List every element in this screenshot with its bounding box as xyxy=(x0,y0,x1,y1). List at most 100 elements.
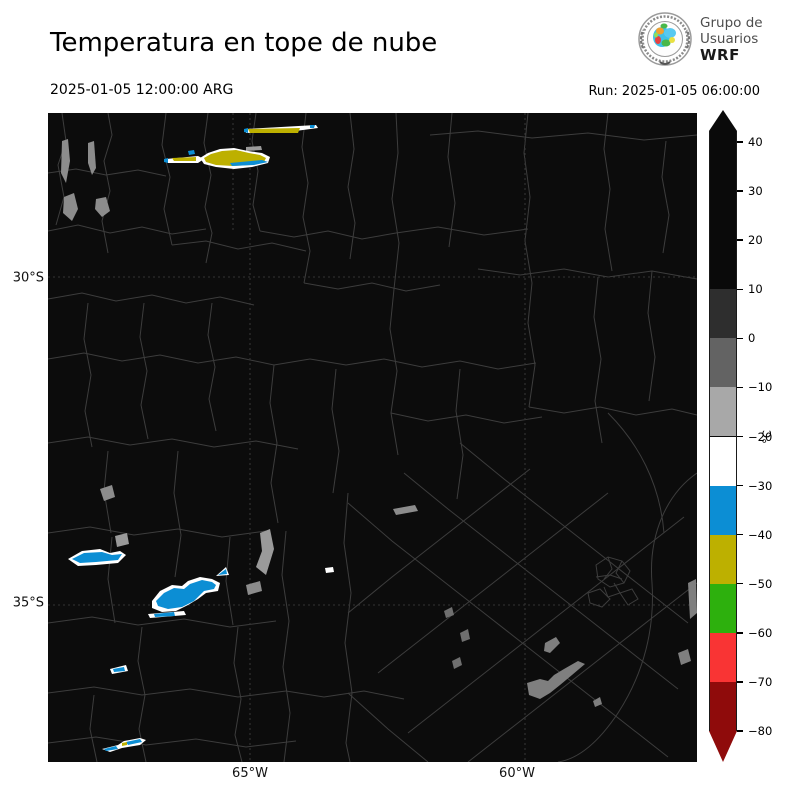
colorbar-tick-label: −80 xyxy=(748,724,773,738)
boundary-line xyxy=(343,492,353,762)
boundary-line xyxy=(347,468,531,614)
boundary-line xyxy=(107,536,116,624)
boundary-line xyxy=(48,224,207,235)
colorbar-tick-label: 40 xyxy=(748,135,763,149)
boundary-line xyxy=(527,282,536,408)
colorbar-tick-label: 20 xyxy=(748,233,763,248)
boundary-line xyxy=(347,113,356,260)
longitude-tick-label: 60°W xyxy=(499,766,535,781)
boundary-line xyxy=(48,292,255,306)
cloud-patch xyxy=(218,569,227,575)
cloud-patch xyxy=(678,649,691,665)
colorbar-tick-label: −60 xyxy=(748,625,773,640)
colorbar-tick-label: −10 xyxy=(748,380,773,395)
cloud-patch xyxy=(104,746,118,751)
cloud-patch xyxy=(246,581,262,595)
colorbar-tickmark xyxy=(737,730,743,732)
colorbar-segment--30-to--40 xyxy=(710,485,736,535)
cloud-patch xyxy=(88,141,96,175)
boundary-line xyxy=(48,436,299,450)
boundary-line xyxy=(557,472,697,762)
cloud-patch xyxy=(115,533,129,547)
boundary-line xyxy=(309,358,537,370)
boundary-line xyxy=(331,368,340,494)
admin-boundaries xyxy=(48,113,697,762)
lat-lon-gridlines xyxy=(48,113,697,762)
colorbar-segment--40-to--50 xyxy=(710,534,736,584)
cloud-patch xyxy=(452,657,462,669)
cloud-patch xyxy=(593,697,602,707)
latitude-tick-label: 35°S xyxy=(12,595,44,611)
boundary-line xyxy=(233,626,243,762)
colorbar-tickmark xyxy=(737,632,743,634)
boundary-line xyxy=(403,472,679,690)
boundary-line xyxy=(377,492,609,674)
colorbar-tickmark xyxy=(737,141,743,143)
colorbar-bar xyxy=(709,131,737,731)
boundary-line xyxy=(607,412,665,534)
colorbar-tick-label: −30 xyxy=(748,478,773,493)
boundary-line xyxy=(587,588,611,608)
logo-text-line1: Grupo de xyxy=(700,15,763,31)
colorbar-tickmark xyxy=(737,190,743,192)
colorbar-segment--70-to--80 xyxy=(710,681,736,731)
colorbar-tick-label: 0 xyxy=(748,331,756,346)
colorbar-tickmark xyxy=(737,386,743,389)
cloud-patch xyxy=(544,637,560,653)
cloud-patch xyxy=(63,193,78,221)
cloud-patch xyxy=(156,580,216,609)
boundary-line xyxy=(407,516,685,734)
boundary-line xyxy=(595,556,631,588)
boundary-line xyxy=(593,276,603,444)
cloud-patch xyxy=(172,157,196,161)
boundary-line xyxy=(455,368,464,500)
boundary-line xyxy=(595,574,623,580)
boundary-line xyxy=(89,694,98,762)
valid-time-label: 2025-01-05 12:00:00 ARG xyxy=(50,82,234,98)
boundary-line xyxy=(225,536,234,626)
cloud-patch xyxy=(460,629,470,642)
cloud-patch xyxy=(95,197,110,217)
boundary-line xyxy=(347,502,669,758)
colorbar-segment--50-to--60 xyxy=(710,583,736,633)
colorbar-tickmark xyxy=(737,239,743,241)
cloud-patch xyxy=(527,661,585,699)
boundary-line xyxy=(207,302,217,432)
boundary-line xyxy=(615,560,625,584)
colorbar-segment-0-to--10 xyxy=(710,338,736,388)
cloud-patch xyxy=(244,128,248,133)
colorbar-tickmark xyxy=(737,533,743,536)
boundary-line xyxy=(83,302,93,448)
boundary-line xyxy=(269,364,279,524)
cloud-patch xyxy=(154,612,175,617)
colorbar-segment--60-to--70 xyxy=(710,632,736,682)
boundary-line xyxy=(477,268,697,280)
colorbar-tick-label: −70 xyxy=(748,674,773,689)
boundary-line xyxy=(390,412,543,424)
cloud-patch xyxy=(164,158,168,163)
boundary-line xyxy=(139,302,149,440)
boundary-line xyxy=(171,240,307,252)
colorbar-tickmark xyxy=(737,337,743,340)
boundary-line xyxy=(661,140,670,254)
map-background xyxy=(48,113,697,762)
boundary-line xyxy=(347,692,429,762)
colorbar-tick-label: 10 xyxy=(748,282,763,297)
boundary-line xyxy=(48,686,287,698)
cloud-patch xyxy=(688,579,697,619)
boundary-line xyxy=(301,113,311,284)
boundary-line xyxy=(259,230,397,240)
cloud-patch xyxy=(113,667,125,672)
cloud-patch xyxy=(100,485,115,501)
boundary-line xyxy=(48,526,267,538)
colorbar-tick-label: −50 xyxy=(748,576,773,591)
boundary-line xyxy=(48,352,311,366)
boundary-line xyxy=(48,736,297,748)
boundary-line xyxy=(173,450,182,578)
wrf-logo-emblem xyxy=(638,12,692,66)
boundary-line xyxy=(395,226,529,236)
boundary-line xyxy=(447,113,456,248)
colorbar-tick-label: −20 xyxy=(748,429,773,444)
colorbar-tickmark xyxy=(737,484,743,487)
